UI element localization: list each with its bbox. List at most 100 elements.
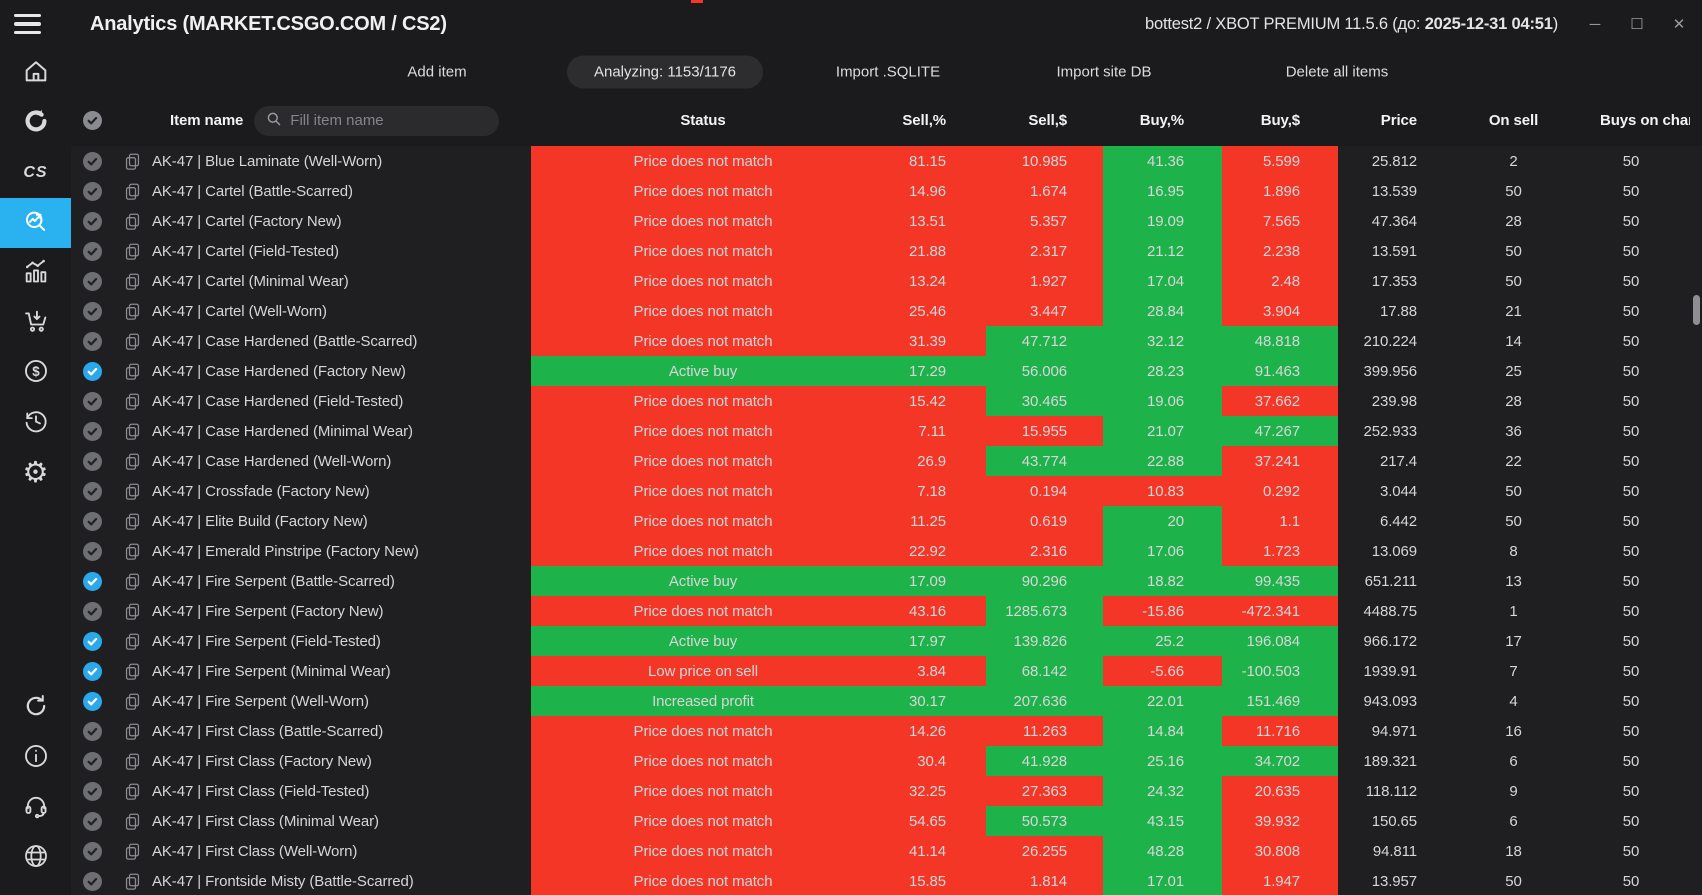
row-select-checkbox[interactable]: [82, 541, 102, 561]
item-name[interactable]: AK-47 | Case Hardened (Well-Worn): [152, 452, 392, 470]
row-select-checkbox[interactable]: [82, 841, 102, 861]
import-site-db-button[interactable]: Import site DB: [1056, 63, 1152, 80]
sidebar-item-info[interactable]: [0, 733, 71, 783]
copy-item-button[interactable]: [113, 836, 152, 866]
sidebar-item-home[interactable]: [0, 48, 71, 98]
row-select-checkbox[interactable]: [82, 181, 102, 201]
item-name[interactable]: AK-47 | Frontside Misty (Battle-Scarred): [152, 872, 414, 890]
sidebar-item-cs-logo[interactable]: CS: [0, 148, 71, 198]
sidebar-item-statistics[interactable]: [0, 248, 71, 298]
item-name[interactable]: AK-47 | Fire Serpent (Field-Tested): [152, 632, 381, 650]
row-select-checkbox[interactable]: [82, 751, 102, 771]
row-select-checkbox[interactable]: [82, 451, 102, 471]
item-name[interactable]: AK-47 | Case Hardened (Field-Tested): [152, 392, 404, 410]
item-name[interactable]: AK-47 | Case Hardened (Battle-Scarred): [152, 332, 418, 350]
copy-item-button[interactable]: [113, 296, 152, 326]
item-name[interactable]: AK-47 | Cartel (Minimal Wear): [152, 272, 349, 290]
copy-item-button[interactable]: [113, 446, 152, 476]
item-name[interactable]: AK-47 | First Class (Minimal Wear): [152, 812, 379, 830]
item-name[interactable]: AK-47 | Emerald Pinstripe (Factory New): [152, 542, 419, 560]
copy-item-button[interactable]: [113, 626, 152, 656]
item-name[interactable]: AK-47 | Case Hardened (Minimal Wear): [152, 422, 413, 440]
scrollbar-thumb[interactable]: [1693, 295, 1700, 325]
close-button[interactable]: ✕: [1672, 16, 1686, 33]
hamburger-menu-icon[interactable]: [0, 0, 71, 48]
import-sqlite-button[interactable]: Import .SQLITE: [835, 63, 941, 80]
copy-item-button[interactable]: [113, 866, 152, 895]
row-select-checkbox[interactable]: [82, 811, 102, 831]
sidebar-item-purchases[interactable]: [0, 298, 71, 348]
select-all-checkbox[interactable]: [82, 111, 102, 130]
copy-item-button[interactable]: [113, 716, 152, 746]
analyzing-progress-button[interactable]: Analyzing: 1153/1176: [566, 55, 764, 88]
copy-item-button[interactable]: [113, 386, 152, 416]
item-name[interactable]: AK-47 | First Class (Factory New): [152, 752, 372, 770]
item-name[interactable]: AK-47 | Cartel (Factory New): [152, 212, 342, 230]
row-select-checkbox[interactable]: [82, 301, 102, 321]
item-name[interactable]: AK-47 | Fire Serpent (Well-Worn): [152, 692, 369, 710]
copy-item-button[interactable]: [113, 776, 152, 806]
sidebar-item-analytics[interactable]: [0, 198, 71, 248]
delete-all-items-button[interactable]: Delete all items: [1285, 63, 1389, 80]
copy-item-button[interactable]: [113, 356, 152, 386]
row-select-checkbox[interactable]: [82, 391, 102, 411]
item-name[interactable]: AK-47 | Fire Serpent (Battle-Scarred): [152, 572, 395, 590]
add-item-button[interactable]: Add item: [407, 63, 467, 80]
sidebar-item-sync[interactable]: [0, 683, 71, 733]
item-name[interactable]: AK-47 | Cartel (Battle-Scarred): [152, 182, 353, 200]
item-name[interactable]: AK-47 | Blue Laminate (Well-Worn): [152, 152, 383, 170]
sidebar-item-support[interactable]: [0, 783, 71, 833]
copy-item-button[interactable]: [113, 596, 152, 626]
row-select-checkbox[interactable]: [82, 571, 102, 591]
row-select-checkbox[interactable]: [82, 241, 102, 261]
copy-item-button[interactable]: [113, 536, 152, 566]
item-name[interactable]: AK-47 | Fire Serpent (Factory New): [152, 602, 384, 620]
row-select-checkbox[interactable]: [82, 691, 102, 711]
item-name[interactable]: AK-47 | First Class (Field-Tested): [152, 782, 370, 800]
copy-item-button[interactable]: [113, 476, 152, 506]
copy-item-button[interactable]: [113, 686, 152, 716]
copy-item-button[interactable]: [113, 236, 152, 266]
sidebar-item-finance[interactable]: $: [0, 348, 71, 398]
row-select-checkbox[interactable]: [82, 271, 102, 291]
item-name[interactable]: AK-47 | First Class (Well-Worn): [152, 842, 358, 860]
copy-item-button[interactable]: [113, 746, 152, 776]
row-select-checkbox[interactable]: [82, 151, 102, 171]
copy-item-button[interactable]: [113, 176, 152, 206]
item-name[interactable]: AK-47 | Fire Serpent (Minimal Wear): [152, 662, 391, 680]
row-select-checkbox[interactable]: [82, 661, 102, 681]
maximize-button[interactable]: ☐: [1630, 16, 1644, 33]
row-select-checkbox[interactable]: [82, 211, 102, 231]
item-name[interactable]: AK-47 | Cartel (Field-Tested): [152, 242, 339, 260]
item-name[interactable]: AK-47 | Crossfade (Factory New): [152, 482, 370, 500]
row-select-checkbox[interactable]: [82, 721, 102, 741]
copy-item-button[interactable]: [113, 326, 152, 356]
item-name[interactable]: AK-47 | First Class (Battle-Scarred): [152, 722, 384, 740]
copy-item-button[interactable]: [113, 566, 152, 596]
item-name[interactable]: AK-47 | Elite Build (Factory New): [152, 512, 368, 530]
item-name[interactable]: AK-47 | Cartel (Well-Worn): [152, 302, 327, 320]
row-select-checkbox[interactable]: [82, 331, 102, 351]
row-select-checkbox[interactable]: [82, 481, 102, 501]
row-select-checkbox[interactable]: [82, 781, 102, 801]
sidebar-item-history[interactable]: [0, 398, 71, 448]
row-select-checkbox[interactable]: [82, 361, 102, 381]
copy-item-button[interactable]: [113, 266, 152, 296]
row-select-checkbox[interactable]: [82, 421, 102, 441]
sidebar-item-settings[interactable]: ⚙: [0, 448, 71, 498]
row-select-checkbox[interactable]: [82, 511, 102, 531]
copy-item-button[interactable]: [113, 206, 152, 236]
copy-item-button[interactable]: [113, 806, 152, 836]
vertical-scrollbar[interactable]: [1693, 292, 1700, 895]
sidebar-item-refresh[interactable]: [0, 98, 71, 148]
copy-item-button[interactable]: [113, 146, 152, 176]
search-input[interactable]: [290, 112, 488, 129]
row-select-checkbox[interactable]: [82, 631, 102, 651]
copy-item-button[interactable]: [113, 506, 152, 536]
copy-item-button[interactable]: [113, 416, 152, 446]
row-select-checkbox[interactable]: [82, 871, 102, 891]
row-select-checkbox[interactable]: [82, 601, 102, 621]
minimize-button[interactable]: ─: [1589, 15, 1601, 33]
copy-item-button[interactable]: [113, 656, 152, 686]
sidebar-item-language[interactable]: [0, 833, 71, 883]
